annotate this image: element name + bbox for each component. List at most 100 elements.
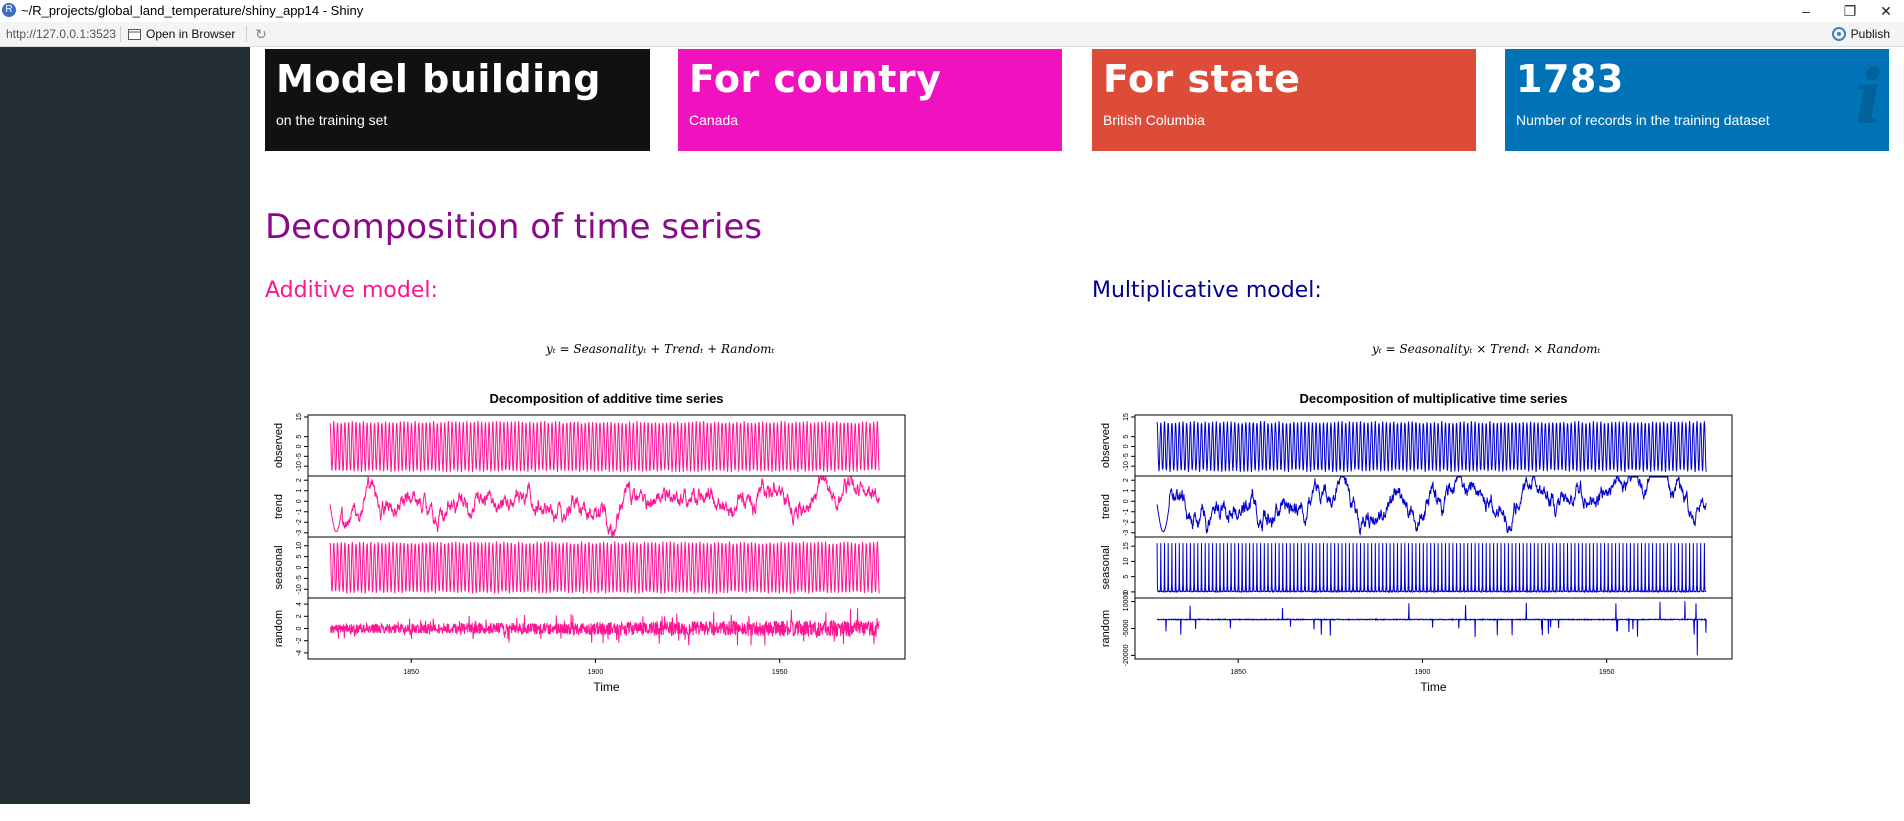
y-tick-label: 5 (296, 435, 303, 439)
value-box-subtitle: British Columbia (1103, 112, 1205, 128)
x-tick-label: 1900 (588, 669, 604, 676)
y-tick-label: -1 (296, 509, 303, 515)
value-box-country: For country Canada (678, 49, 1062, 151)
panel-frame (1134, 597, 1733, 660)
y-tick-label: 0 (296, 626, 303, 630)
panel-label-random: random (273, 610, 285, 647)
multiplicative-decomposition-chart: Decomposition of multiplicative time ser… (1092, 387, 1882, 821)
value-box-subtitle: on the training set (276, 112, 388, 128)
additive-decomposition-chart: Decomposition of additive time series obs… (265, 387, 1055, 821)
y-tick-label: 1 (1123, 489, 1130, 493)
panel-label-observed: observed (273, 423, 285, 468)
y-tick-label: 1 (296, 489, 303, 493)
panel-label-seasonal: seasonal (273, 545, 285, 589)
y-tick-label: 0 (1123, 590, 1130, 594)
section-title: Decomposition of time series (265, 207, 763, 247)
minimize-button[interactable]: – (1802, 3, 1810, 19)
publish-icon (1831, 27, 1846, 41)
y-tick-label: 10000 (1123, 592, 1130, 612)
dashboard-body: Model building on the training set For c… (250, 47, 1904, 804)
x-axis-label: Time (1420, 680, 1447, 694)
open-in-browser-button[interactable]: Open in Browser (128, 25, 235, 43)
y-tick-label: 15 (1123, 542, 1130, 550)
url-label: http://127.0.0.1:3523 (6, 27, 117, 41)
y-tick-label: -10 (1123, 461, 1130, 471)
y-tick-label: 15 (296, 413, 303, 421)
x-tick-label: 1950 (1599, 669, 1615, 676)
x-tick-label: 1950 (772, 669, 788, 676)
multiplicative-decomposition-plot: Decomposition of multiplicative time ser… (1100, 391, 1733, 694)
value-box-model-building: Model building on the training set (265, 49, 650, 151)
value-box-value: For state (1103, 57, 1301, 101)
toolbar-divider (120, 26, 121, 42)
additive-model-heading: Additive model: (265, 278, 438, 303)
close-button[interactable]: ✕ (1880, 3, 1892, 19)
x-axis-label: Time (593, 680, 620, 694)
additive-formula: yₜ = Seasonalityₜ + Trendₜ + Randomₜ (546, 342, 775, 356)
info-icon: i (1854, 55, 1883, 141)
y-tick-label: 0 (296, 499, 303, 503)
y-tick-label: 5 (1123, 575, 1130, 579)
y-tick-label: 4 (296, 602, 303, 606)
publish-label: Publish (1850, 27, 1890, 41)
value-box-value: For country (689, 57, 942, 101)
y-tick-label: -20000 (1123, 644, 1130, 666)
y-tick-label: 0 (1123, 499, 1130, 503)
open-in-browser-label: Open in Browser (146, 27, 236, 41)
y-tick-label: -3 (296, 530, 303, 536)
value-box-subtitle: Number of records in the training datase… (1516, 112, 1770, 128)
refresh-icon[interactable]: ↻ (255, 26, 267, 42)
x-tick-label: 1900 (1415, 669, 1431, 676)
y-tick-label: 2 (1123, 478, 1130, 482)
y-tick-label: -5 (296, 575, 303, 581)
multiplicative-model-heading: Multiplicative model: (1092, 278, 1322, 303)
toolbar-divider (246, 26, 247, 42)
y-tick-label: -10 (296, 584, 303, 594)
y-tick-label: 2 (296, 614, 303, 618)
y-tick-label: 5 (1123, 435, 1130, 439)
y-tick-label: -10 (296, 461, 303, 471)
value-box-value: Model building (276, 57, 601, 101)
panel-label-trend: trend (1100, 494, 1112, 519)
value-box-state: For state British Columbia (1092, 49, 1476, 151)
y-tick-label: -5 (1123, 453, 1130, 459)
r-app-icon: R (2, 3, 16, 17)
panel-label-observed: observed (1100, 423, 1112, 468)
series-line-seasonal (329, 541, 880, 594)
chart-title: Decomposition of multiplicative time ser… (1299, 391, 1567, 406)
y-tick-label: -2 (296, 637, 303, 643)
browser-icon (128, 28, 141, 40)
value-box-value: 1783 (1516, 57, 1624, 101)
panel-label-seasonal: seasonal (1100, 545, 1112, 589)
value-box-subtitle: Canada (689, 112, 739, 128)
y-tick-label: -3 (1123, 530, 1130, 536)
y-tick-label: -5000 (1123, 619, 1130, 637)
series-line-observed (1156, 420, 1707, 473)
value-box-record-count: 1783 Number of records in the training d… (1505, 49, 1889, 151)
y-tick-label: -2 (1123, 519, 1130, 525)
y-tick-label: -4 (296, 650, 303, 656)
viewer-toolbar: http://127.0.0.1:3523 Open in Browser ↻ … (0, 22, 1904, 47)
y-tick-label: 0 (296, 565, 303, 569)
chart-title: Decomposition of additive time series (489, 391, 723, 406)
series-line-observed (329, 420, 880, 473)
y-tick-label: 0 (296, 444, 303, 448)
publish-button[interactable]: Publish (1831, 25, 1890, 43)
series-line-random (1156, 601, 1707, 656)
series-line-random (329, 608, 880, 646)
y-tick-label: 2 (296, 478, 303, 482)
y-tick-label: 10 (1123, 557, 1130, 565)
series-line-trend (329, 475, 880, 538)
y-tick-label: 0 (1123, 444, 1130, 448)
y-tick-label: 5 (296, 555, 303, 559)
panel-label-trend: trend (273, 494, 285, 519)
multiplicative-formula: yₜ = Seasonalityₜ × Trendₜ × Randomₜ (1372, 342, 1601, 356)
additive-decomposition-plot: Decomposition of additive time series obs… (273, 391, 906, 694)
series-line-trend (1156, 475, 1707, 536)
restore-button[interactable]: ❐ (1843, 3, 1857, 19)
panel-label-random: random (1100, 610, 1112, 647)
y-tick-label: 15 (1123, 413, 1130, 421)
window-titlebar: R ~/R_projects/global_land_temperature/s… (0, 0, 1904, 22)
x-tick-label: 1850 (403, 669, 419, 676)
y-tick-label: -1 (1123, 509, 1130, 515)
